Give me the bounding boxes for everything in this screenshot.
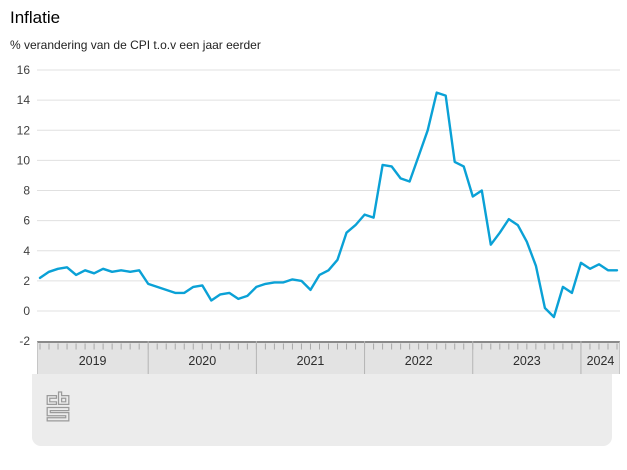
inflation-line [38,91,619,319]
footer-panel [32,374,612,446]
y-axis-label: 16 [17,63,31,77]
y-axis-label: 14 [17,93,31,107]
logo-letter-c [46,395,58,406]
logo-letter-s [46,406,70,422]
y-axis-label: 2 [23,274,30,288]
logo-letter-b [57,391,70,406]
logo-letter-b-hole [60,397,67,403]
chart-subtitle: % verandering van de CPI t.o.v een jaar … [10,38,261,52]
y-axis-label: 4 [23,244,30,258]
time-axis-slider[interactable] [37,341,620,374]
y-axis-label: 0 [23,304,30,318]
chart-title: Inflatie [10,8,61,27]
y-axis-label: 8 [23,184,30,198]
y-axis-label: 10 [17,153,31,167]
cbs-logo [46,391,70,422]
y-axis-label: 6 [23,214,30,228]
y-axis-label: 12 [17,123,31,137]
y-axis-label: -2 [19,334,30,348]
